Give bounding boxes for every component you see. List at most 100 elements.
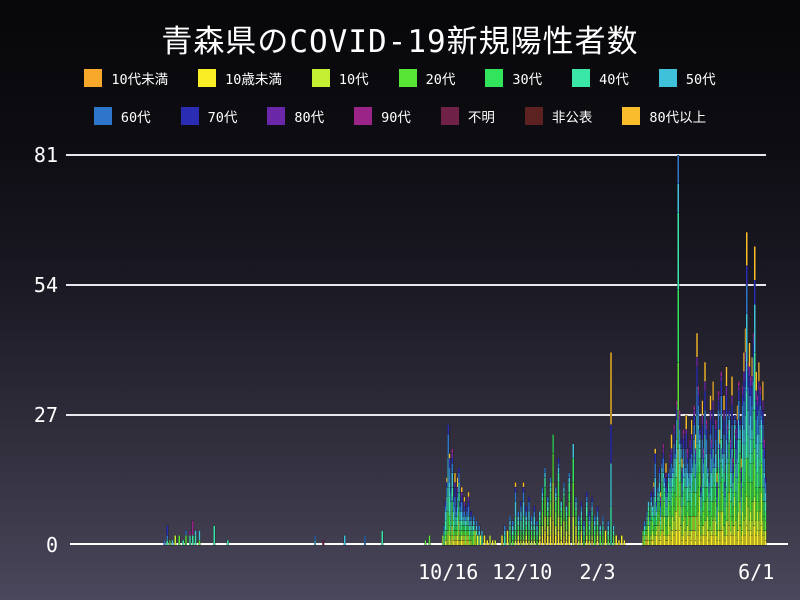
bar-segment (557, 515, 560, 531)
bar-segment (705, 429, 708, 440)
bar-segment (673, 429, 676, 435)
legend-item: 30代 (485, 68, 542, 88)
bar-segment (527, 520, 530, 531)
bar-segment (560, 506, 563, 512)
x-tick-label: 2/3 (579, 560, 615, 584)
bar-segment (314, 535, 317, 541)
bar-segment (546, 511, 549, 517)
bar-segment (585, 540, 588, 546)
bar-segment (522, 530, 525, 536)
bar-segment (522, 540, 525, 546)
bar-segment (685, 429, 688, 435)
bar-segment (720, 376, 723, 382)
bar-segment (764, 520, 767, 531)
bar-segment (733, 419, 736, 425)
bar-segment (704, 381, 707, 392)
bar-segment (533, 506, 536, 512)
bar-segment (182, 540, 185, 546)
bar-segment (678, 414, 681, 420)
bar-segment (753, 246, 756, 281)
bar-segment (478, 530, 481, 536)
bar-segment (591, 515, 594, 522)
bar-segment (451, 453, 454, 459)
bar-segment (511, 540, 514, 546)
bar-segment (568, 501, 571, 517)
bar-segment (191, 535, 194, 546)
bar-segment (686, 462, 689, 473)
bar-segment (194, 530, 197, 536)
bar-segment (730, 405, 733, 425)
bar-segment (533, 540, 536, 546)
bar-segment (198, 540, 201, 546)
bar-segment (568, 491, 571, 502)
bar-segment (557, 496, 560, 517)
bar-segment (463, 511, 466, 517)
bar-segment (698, 434, 701, 440)
bar-segment (596, 535, 599, 541)
legend-swatch (93, 107, 112, 125)
bar-segment (722, 434, 725, 454)
bar-segment (665, 477, 668, 488)
bar-segment (460, 496, 463, 502)
bar-segment (599, 535, 602, 546)
bar-segment (701, 400, 704, 416)
bar-segment (725, 385, 728, 396)
bar-segment (728, 414, 731, 420)
legend-swatch (622, 107, 641, 125)
bar-segment (580, 506, 583, 512)
bar-segment (764, 501, 767, 512)
bar-segment (704, 361, 707, 382)
bar-segment (739, 429, 742, 440)
bar-segment (677, 212, 680, 290)
bar-segment (588, 535, 591, 541)
bar-segment (585, 520, 588, 536)
legend-item: 10代 (311, 68, 369, 88)
bar-segment (185, 530, 188, 536)
bar-segment (591, 511, 594, 517)
bar-segment (580, 511, 583, 517)
bar-segment (725, 395, 728, 416)
bar-segment (682, 438, 685, 449)
bar-segment (343, 535, 346, 546)
bar-segment (588, 511, 591, 517)
bar-segment (457, 482, 460, 493)
bar-segment (679, 438, 682, 445)
bar-segment (541, 491, 544, 498)
bar-segment (527, 496, 530, 502)
bar-segment (549, 477, 552, 483)
bar-segment (690, 434, 693, 440)
bar-segment (519, 506, 522, 512)
bar-segment (580, 520, 583, 526)
bar-segment (764, 482, 767, 493)
bar-segment (544, 477, 547, 488)
bar-segment (705, 453, 708, 469)
bar-segment (607, 520, 610, 526)
bar-segment (565, 520, 568, 531)
bar-segment (577, 540, 580, 546)
bar-segment (457, 491, 460, 502)
bar-segment (546, 496, 549, 502)
bar-segment (679, 448, 682, 459)
bar-segment (448, 458, 451, 469)
bar-segment (670, 434, 673, 449)
bar-segment (163, 540, 166, 546)
bar-segment (697, 405, 700, 425)
bar-segment (530, 520, 533, 526)
bar-segment (475, 530, 478, 536)
bar-segment (514, 515, 517, 531)
legend-row-1: 10代未満 10歳未満 10代 20代 30代 40代 50代 (0, 68, 800, 88)
bar-segment (557, 467, 560, 473)
legend-item: 非公表 (524, 106, 592, 126)
bar-segment (565, 540, 568, 546)
bar-segment (546, 501, 549, 507)
bar-segment (467, 515, 470, 522)
bar-segment (509, 525, 512, 531)
bar-segment (568, 515, 571, 536)
bar-segment (381, 530, 384, 546)
bar-segment (453, 472, 456, 483)
bar-segment (562, 535, 565, 546)
bar-segment (478, 525, 481, 531)
bar-segment (709, 410, 712, 420)
bar-segment (447, 424, 450, 435)
